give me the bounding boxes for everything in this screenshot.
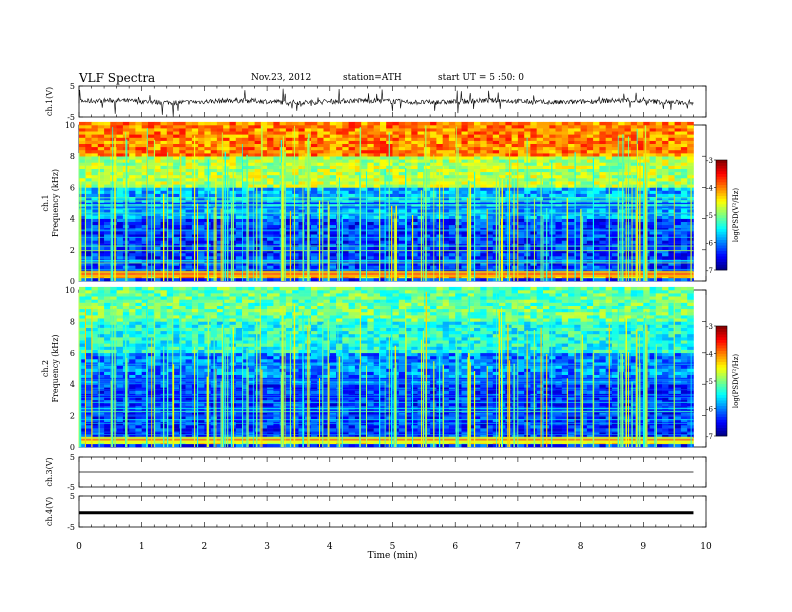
y-tick-label: 5 [70,492,75,501]
date-label: Nov.23, 2012 [251,73,312,83]
start-time-label: start UT = 5 :50: 0 [438,73,524,83]
x-tick-label: 4 [327,542,333,552]
station-label: station=ATH [343,73,402,83]
x-axis-label: Time (min) [368,550,418,561]
y-tick-label: 8 [70,317,75,326]
colorbar-tick-label: -3 [706,323,713,331]
x-tick-label: 9 [640,542,646,552]
y-tick-label: 2 [70,412,75,421]
y-tick-label: 4 [70,380,75,389]
y-tick-label: -5 [67,113,75,122]
y-tick-label: 4 [70,215,75,224]
colorbar-tick-label: -3 [706,157,713,165]
x-tick-label: 7 [515,542,521,552]
y-tick-label: 0 [70,443,75,452]
panel-2-ylabel: Frequency (kHz) [51,169,60,237]
colorbar-tick-label: -6 [706,240,713,248]
ch2-colorbar [714,325,728,437]
y-tick-label: -5 [67,523,75,532]
x-tick-label: 6 [452,542,458,552]
colorbar-tick-label: -5 [706,212,713,220]
y-tick-label: 8 [70,152,75,161]
ch1-spectrogram-image [78,121,694,282]
x-tick-label: 0 [76,542,82,552]
panel-3-channel-label: ch.2 [41,360,50,377]
colorbar-label: log(PSD(V²/Hz) [732,354,740,409]
y-tick-label: 6 [70,183,75,192]
y-tick-label: 10 [65,286,75,295]
colorbar-tick-label: -5 [706,378,713,386]
panel-1-ylabel: ch.1(V) [45,87,54,116]
y-tick-label: 5 [70,453,75,462]
y-tick-label: -5 [67,483,75,492]
panel-5-ylabel: ch.4(V) [45,497,54,526]
colorbar-tick-label: -4 [706,185,713,193]
ch1-waveform-trace [78,88,694,117]
panel-3-ylabel: Frequency (kHz) [51,334,60,402]
y-tick-label: 10 [65,121,75,130]
x-tick-label: 3 [264,542,270,552]
panel-4-ylabel: ch.3(V) [45,457,54,486]
y-tick-label: 6 [70,349,75,358]
y-tick-label: 2 [70,246,75,255]
ch2-spectrogram-image [78,286,694,448]
y-tick-label: 5 [70,82,75,91]
x-tick-label: 1 [139,542,145,552]
x-tick-label: 8 [578,542,584,552]
ch1-colorbar [714,159,728,271]
colorbar-tick-label: -7 [706,433,713,441]
figure-title: VLF Spectra [79,71,156,85]
x-tick-label: 5 [390,542,396,552]
y-tick-label: 0 [70,277,75,286]
panel-2-channel-label: ch.1 [41,194,50,211]
x-tick-label: 10 [700,542,712,552]
colorbar-tick-label: -6 [706,406,713,414]
colorbar-tick-label: -4 [706,351,713,359]
colorbar-tick-label: -7 [706,267,713,275]
colorbar-label: log(PSD(V²/Hz) [732,188,740,243]
x-tick-label: 2 [202,542,208,552]
